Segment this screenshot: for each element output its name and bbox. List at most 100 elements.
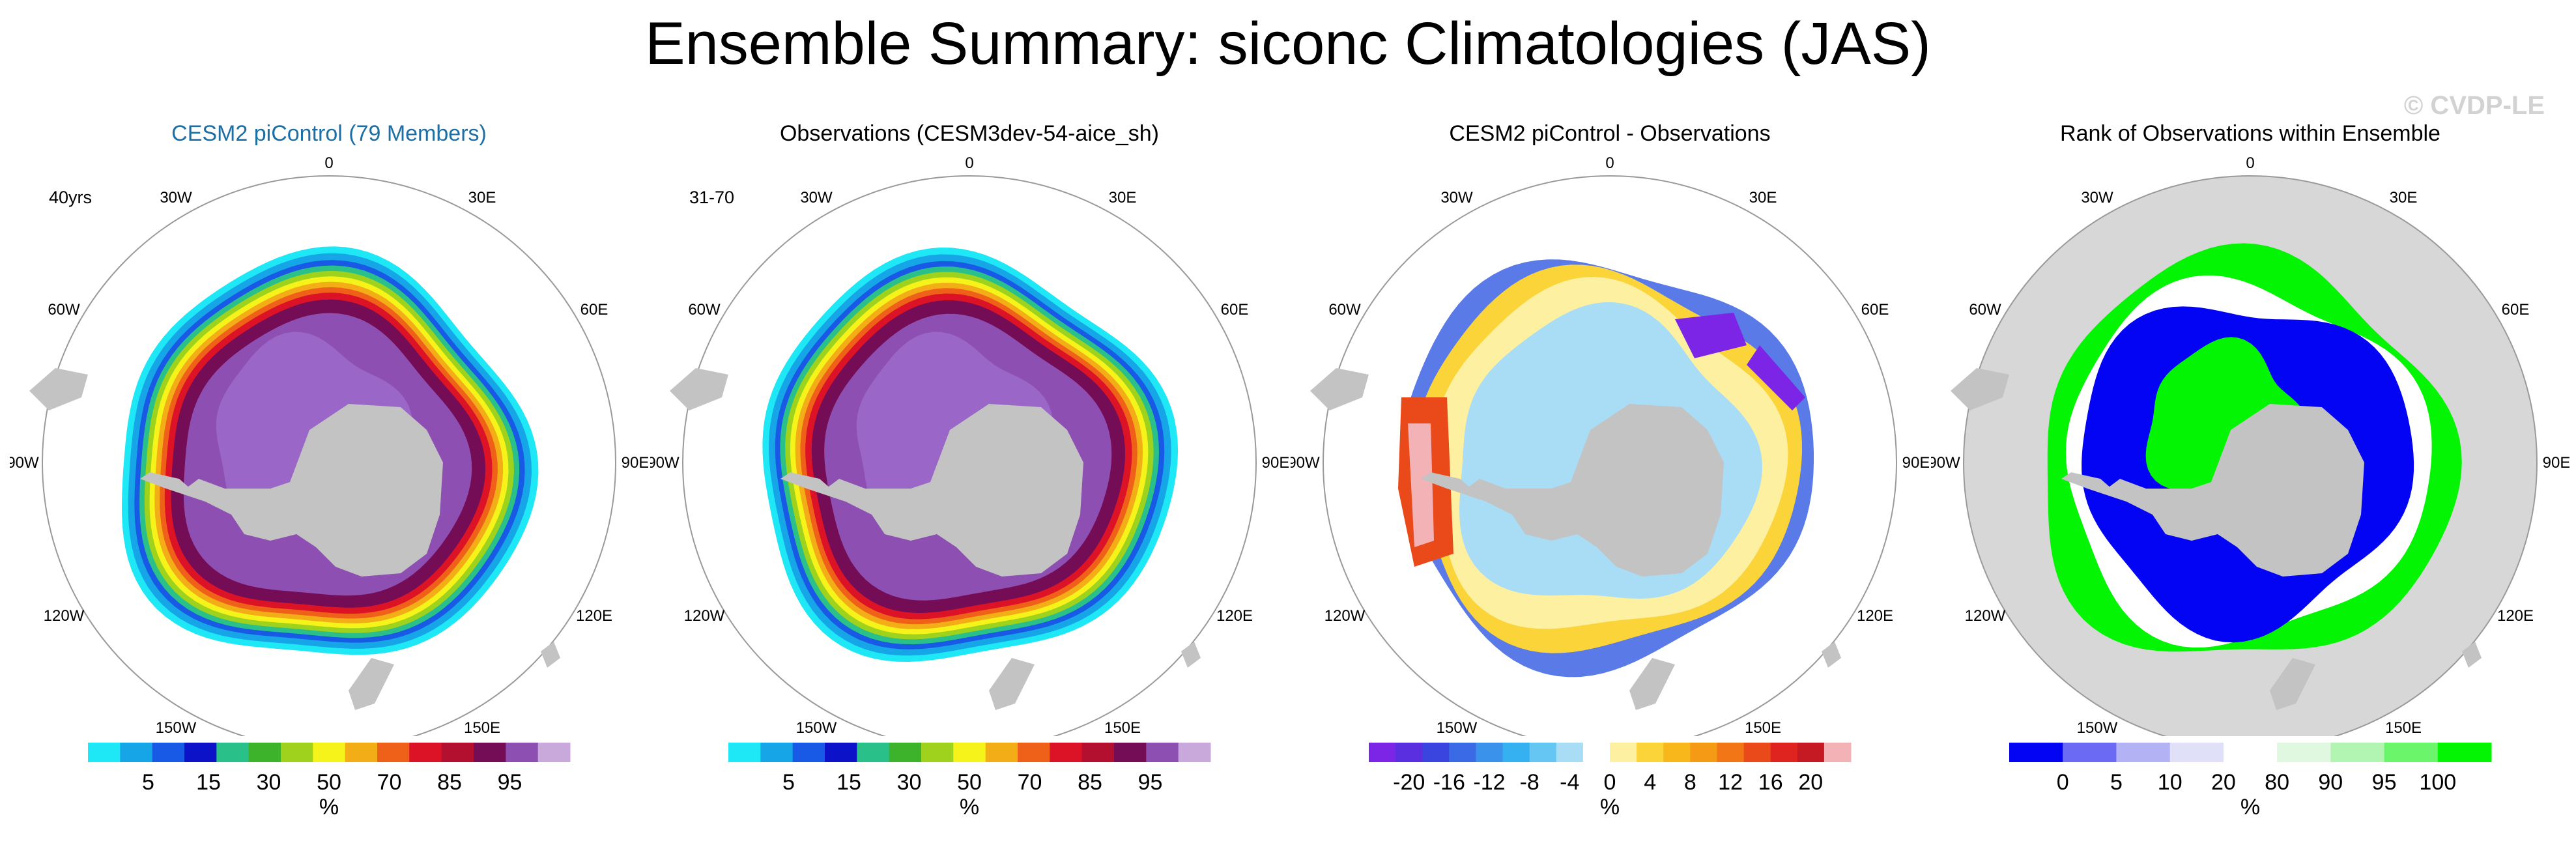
polar-map: 030E60E90E120E150E180150W120W90W60W30W — [10, 154, 648, 736]
colorbar-tick-label: 16 — [1758, 770, 1783, 795]
antarctica — [826, 404, 1083, 577]
longitude-label: 150E — [1104, 719, 1141, 736]
colorbar: 5 15 30 50 70 85 95 — [728, 743, 1211, 795]
longitude-label: 120W — [1324, 607, 1366, 625]
panel-note: 40yrs — [49, 188, 93, 207]
colorbar-swatch — [1529, 743, 1557, 762]
colorbar-tick-label: 50 — [957, 770, 982, 795]
colorbar-tick-label: 80 — [2265, 770, 2289, 795]
colorbar-swatch — [345, 743, 378, 762]
longitude-label: 0 — [1605, 154, 1614, 172]
colorbar-tick-label: 12 — [1718, 770, 1743, 795]
land — [29, 368, 560, 710]
colorbar-swatch — [1050, 743, 1083, 762]
colorbar-tick-label: 95 — [1138, 770, 1163, 795]
panel-title: Observations (CESM3dev-54-aice_sh) — [779, 121, 1160, 146]
colorbar-swatch — [2063, 743, 2117, 762]
longitude-label: 120E — [1857, 607, 1893, 625]
land — [1310, 368, 1841, 710]
diff-strong-patch — [1408, 423, 1434, 547]
colorbar-tick-label: 5 — [2110, 770, 2123, 795]
colorbar-swatch — [1146, 743, 1179, 762]
longitude-label: 120W — [44, 607, 85, 625]
longitude-label: 150E — [464, 719, 500, 736]
longitude-label: 120W — [684, 607, 725, 625]
colorbar-swatch — [1824, 743, 1852, 762]
colorbar: 5 15 30 50 70 85 95 — [88, 743, 571, 795]
longitude-label: 30W — [1440, 189, 1473, 207]
longitude-label: 30W — [2081, 189, 2113, 207]
colorbar-swatch — [760, 743, 794, 762]
longitude-label: 120E — [2497, 607, 2534, 625]
colorbar-tick-label: 85 — [1078, 770, 1102, 795]
longitude-label: 60E — [2502, 301, 2530, 319]
colorbar-swatch — [474, 743, 506, 762]
tasmania — [1822, 642, 1841, 668]
colorbar-swatch — [152, 743, 185, 762]
longitude-label: 0 — [324, 154, 333, 172]
panel-observations: Observations (CESM3dev-54-aice_sh) 31-70… — [650, 117, 1289, 834]
panel-ensemble-mean: CESM2 piControl (79 Members) 40yrs 0 30E 6… — [10, 117, 648, 834]
longitude-label: 90E — [2543, 454, 2569, 472]
colorbar-tick-label: 50 — [317, 770, 341, 795]
colorbar-swatch — [2330, 743, 2384, 762]
longitude-label: 0 — [2246, 154, 2254, 172]
tasmania — [541, 642, 560, 668]
colorbar-tick-label: 15 — [837, 770, 861, 795]
colorbar-swatch — [120, 743, 153, 762]
colorbar-swatch — [441, 743, 474, 762]
antarctic-peninsula — [1421, 472, 1486, 502]
longitude-label: 120E — [1216, 607, 1253, 625]
colorbar-tick-label: 95 — [2372, 770, 2397, 795]
colorbar-swatch — [889, 743, 922, 762]
colorbar-swatch — [1502, 743, 1530, 762]
antarctica — [1467, 404, 1724, 577]
colorbar-swatch — [1797, 743, 1825, 762]
new-zealand — [989, 658, 1035, 710]
colorbar-swatch — [88, 743, 121, 762]
colorbar-tick-label: 0 — [1604, 770, 1616, 795]
panel-title: CESM2 piControl (79 Members) — [171, 121, 487, 146]
longitude-label: 120W — [1965, 607, 2006, 625]
colorbar-swatch — [1637, 743, 1664, 762]
polar-map: 030E60E90E120E150E180150W120W90W60W30W — [650, 154, 1289, 736]
colorbar-swatch — [1018, 743, 1050, 762]
colorbar-swatch — [1690, 743, 1717, 762]
colorbar-swatch — [1610, 743, 1637, 762]
longitude-label: 90W — [1291, 454, 1320, 472]
colorbar-swatch — [184, 743, 217, 762]
longitude-label: 60E — [1861, 301, 1889, 319]
colorbar-swatch — [1663, 743, 1691, 762]
colorbar-tick-label: 10 — [2158, 770, 2182, 795]
colorbar-units: % — [2240, 795, 2261, 820]
colorbar-units: % — [959, 795, 980, 820]
colorbar: 0 5 10 20 80 90 95 100 — [2009, 743, 2492, 795]
colorbar-swatch — [1476, 743, 1503, 762]
longitude-label: 90E — [1262, 454, 1289, 472]
colorbar-swatch — [2277, 743, 2331, 762]
colorbar-swatch — [825, 743, 857, 762]
longitude-label: 0 — [965, 154, 973, 172]
colorbar-swatch — [2169, 743, 2224, 762]
colorbar-tick-label: 90 — [2318, 770, 2343, 795]
colorbar-swatch — [248, 743, 281, 762]
south-america — [1310, 368, 1369, 410]
antarctica — [186, 404, 443, 577]
longitude-label: 30E — [2390, 189, 2418, 207]
colorbar-tick-label: 30 — [257, 770, 281, 795]
longitude-label: 150W — [1437, 719, 1478, 736]
colorbar-swatch — [2009, 743, 2063, 762]
colorbar-swatch — [1422, 743, 1450, 762]
colorbar-swatch — [409, 743, 442, 762]
colorbar-tick-label: 85 — [437, 770, 462, 795]
colorbar-tick-label: 20 — [2211, 770, 2236, 795]
colorbar-swatch — [506, 743, 539, 762]
colorbar-swatch — [953, 743, 986, 762]
colorbar-swatch — [921, 743, 954, 762]
colorbar-swatch — [728, 743, 761, 762]
colorbar-swatch — [985, 743, 1018, 762]
colorbar-tick-label: 4 — [1644, 770, 1656, 795]
land — [670, 368, 1201, 710]
longitude-label: 60W — [1969, 301, 2001, 319]
watermark: © CVDP-LE — [2403, 91, 2545, 120]
